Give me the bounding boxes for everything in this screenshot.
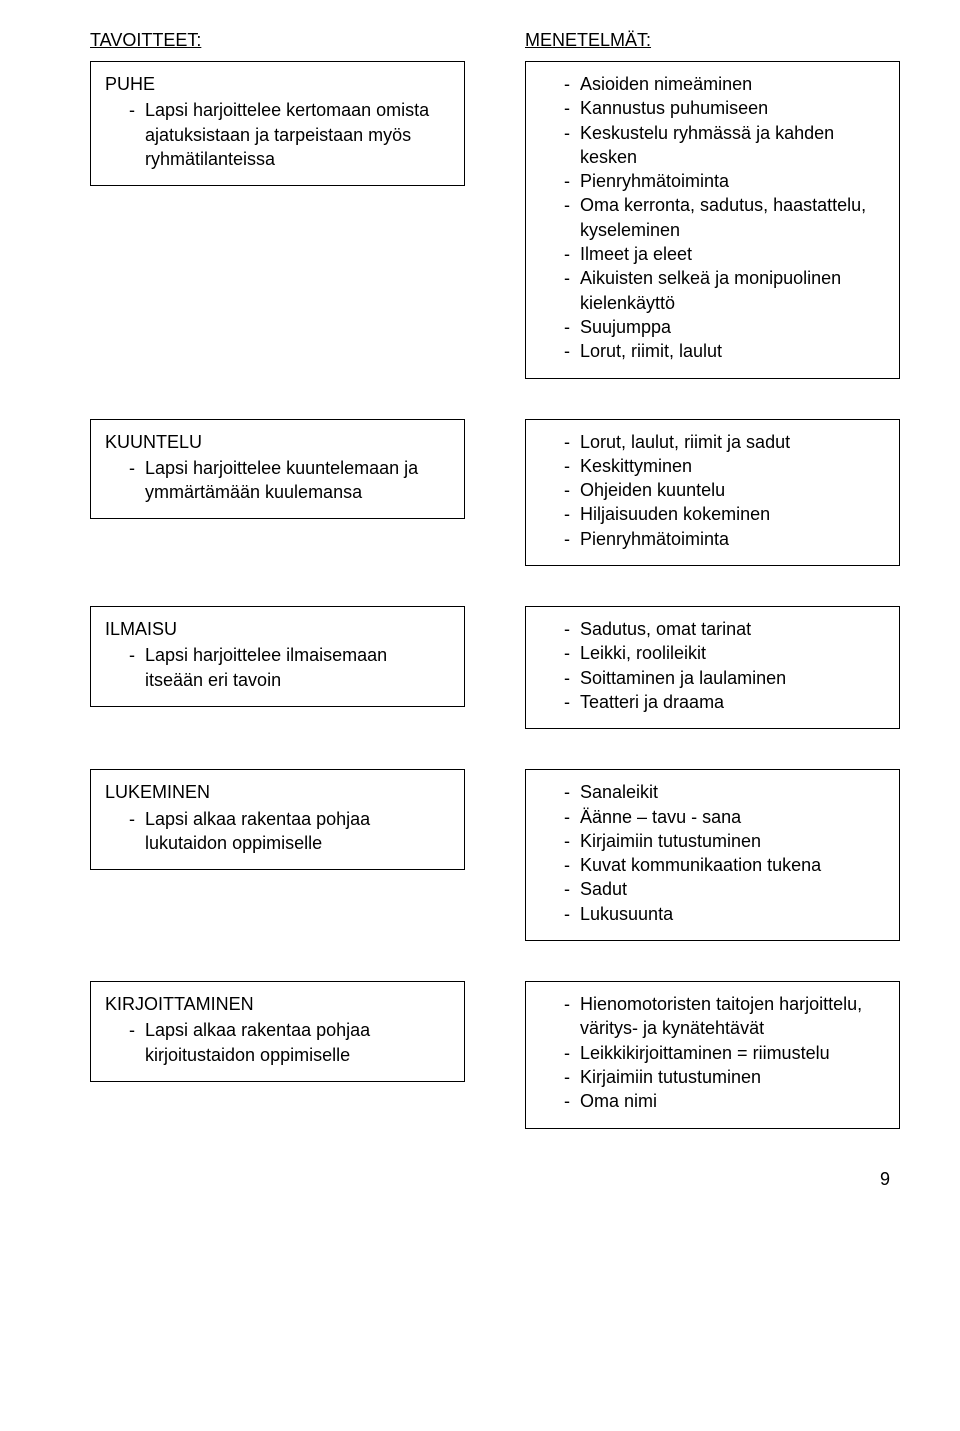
method-4-item: Oma nimi <box>564 1089 885 1113</box>
goal-4-list: Lapsi alkaa rakentaa pohjaa kirjoitustai… <box>105 1018 450 1067</box>
method-col-0: MENETELMÄT: Asioiden nimeäminenKannustus … <box>525 30 900 379</box>
method-col-3: SanaleikitÄänne – tavu - sanaKirjaimiin … <box>525 769 900 941</box>
method-3-item: Äänne – tavu - sana <box>564 805 885 829</box>
method-3-item: Sanaleikit <box>564 780 885 804</box>
method-3-list: SanaleikitÄänne – tavu - sanaKirjaimiin … <box>540 780 885 926</box>
row-0: TAVOITTEET: PUHELapsi harjoittelee kertom… <box>90 30 900 379</box>
method-0-list: Asioiden nimeäminenKannustus puhumiseenK… <box>540 72 885 364</box>
row-1: KUUNTELULapsi harjoittelee kuuntelemaan … <box>90 419 900 566</box>
method-1-item: Pienryhmätoiminta <box>564 527 885 551</box>
method-3-item: Kuvat kommunikaation tukena <box>564 853 885 877</box>
method-2-box: Sadutus, omat tarinatLeikki, roolileikit… <box>525 606 900 729</box>
goal-2-title: ILMAISU <box>105 617 450 641</box>
goal-0-item: Lapsi harjoittelee kertomaan omista ajat… <box>129 98 450 171</box>
method-1-list: Lorut, laulut, riimit ja sadutKeskittymi… <box>540 430 885 551</box>
goal-0-list: Lapsi harjoittelee kertomaan omista ajat… <box>105 98 450 171</box>
row-3: LUKEMINEN Lapsi alkaa rakentaa pohjaa luk… <box>90 769 900 941</box>
goal-1-box: KUUNTELULapsi harjoittelee kuuntelemaan … <box>90 419 465 520</box>
method-1-item: Ohjeiden kuuntelu <box>564 478 885 502</box>
goal-1-list: Lapsi harjoittelee kuuntelemaan ja ymmär… <box>105 456 450 505</box>
method-3-item: Lukusuunta <box>564 902 885 926</box>
methods-header: MENETELMÄT: <box>525 30 900 51</box>
row-2: ILMAISULapsi harjoittelee ilmaisemaan it… <box>90 606 900 729</box>
goals-header: TAVOITTEET: <box>90 30 465 51</box>
goal-1-item: Lapsi harjoittelee kuuntelemaan ja ymmär… <box>129 456 450 505</box>
method-0-item: Ilmeet ja eleet <box>564 242 885 266</box>
method-0-item: Oma kerronta, sadutus, haastattelu, kyse… <box>564 193 885 242</box>
method-0-item: Kannustus puhumiseen <box>564 96 885 120</box>
method-3-item: Kirjaimiin tutustuminen <box>564 829 885 853</box>
goal-4-box: KIRJOITTAMINENLapsi alkaa rakentaa pohja… <box>90 981 465 1082</box>
goal-3-box: LUKEMINEN Lapsi alkaa rakentaa pohjaa luk… <box>90 769 465 870</box>
method-2-item: Soittaminen ja laulaminen <box>564 666 885 690</box>
goal-4-item: Lapsi alkaa rakentaa pohjaa kirjoitustai… <box>129 1018 450 1067</box>
goal-3-item: Lapsi alkaa rakentaa pohjaa lukutaidon o… <box>129 807 450 856</box>
method-0-item: Lorut, riimit, laulut <box>564 339 885 363</box>
method-1-item: Hiljaisuuden kokeminen <box>564 502 885 526</box>
goal-col-2: ILMAISULapsi harjoittelee ilmaisemaan it… <box>90 606 465 729</box>
method-0-item: Aikuisten selkeä ja monipuolinen kielenk… <box>564 266 885 315</box>
method-0-item: Pienryhmätoiminta <box>564 169 885 193</box>
method-col-2: Sadutus, omat tarinatLeikki, roolileikit… <box>525 606 900 729</box>
method-4-item: Leikkikirjoittaminen = riimustelu <box>564 1041 885 1065</box>
method-2-item: Leikki, roolileikit <box>564 641 885 665</box>
goal-2-item: Lapsi harjoittelee ilmaisemaan itseään e… <box>129 643 450 692</box>
goal-col-0: TAVOITTEET: PUHELapsi harjoittelee kertom… <box>90 30 465 379</box>
method-2-item: Sadutus, omat tarinat <box>564 617 885 641</box>
method-4-item: Hienomotoristen taitojen harjoittelu, vä… <box>564 992 885 1041</box>
method-0-box: Asioiden nimeäminenKannustus puhumiseenK… <box>525 61 900 379</box>
goal-col-4: KIRJOITTAMINENLapsi alkaa rakentaa pohja… <box>90 981 465 1128</box>
method-2-item: Teatteri ja draama <box>564 690 885 714</box>
goal-3-title: LUKEMINEN <box>105 780 450 804</box>
method-0-item: Keskustelu ryhmässä ja kahden kesken <box>564 121 885 170</box>
method-4-box: Hienomotoristen taitojen harjoittelu, vä… <box>525 981 900 1128</box>
goal-col-1: KUUNTELULapsi harjoittelee kuuntelemaan … <box>90 419 465 566</box>
goal-2-list: Lapsi harjoittelee ilmaisemaan itseään e… <box>105 643 450 692</box>
goal-0-box: PUHELapsi harjoittelee kertomaan omista … <box>90 61 465 186</box>
method-1-box: Lorut, laulut, riimit ja sadutKeskittymi… <box>525 419 900 566</box>
method-2-list: Sadutus, omat tarinatLeikki, roolileikit… <box>540 617 885 714</box>
goal-1-title: KUUNTELU <box>105 430 450 454</box>
row-4: KIRJOITTAMINENLapsi alkaa rakentaa pohja… <box>90 981 900 1128</box>
method-3-box: SanaleikitÄänne – tavu - sanaKirjaimiin … <box>525 769 900 941</box>
page-number: 9 <box>90 1169 900 1190</box>
goal-0-title: PUHE <box>105 72 450 96</box>
method-col-4: Hienomotoristen taitojen harjoittelu, vä… <box>525 981 900 1128</box>
goal-4-title: KIRJOITTAMINEN <box>105 992 450 1016</box>
goal-3-list: Lapsi alkaa rakentaa pohjaa lukutaidon o… <box>105 807 450 856</box>
method-3-item: Sadut <box>564 877 885 901</box>
goal-2-box: ILMAISULapsi harjoittelee ilmaisemaan it… <box>90 606 465 707</box>
method-4-list: Hienomotoristen taitojen harjoittelu, vä… <box>540 992 885 1113</box>
method-col-1: Lorut, laulut, riimit ja sadutKeskittymi… <box>525 419 900 566</box>
method-0-item: Asioiden nimeäminen <box>564 72 885 96</box>
goal-col-3: LUKEMINEN Lapsi alkaa rakentaa pohjaa luk… <box>90 769 465 941</box>
method-4-item: Kirjaimiin tutustuminen <box>564 1065 885 1089</box>
method-0-item: Suujumppa <box>564 315 885 339</box>
method-1-item: Lorut, laulut, riimit ja sadut <box>564 430 885 454</box>
method-1-item: Keskittyminen <box>564 454 885 478</box>
